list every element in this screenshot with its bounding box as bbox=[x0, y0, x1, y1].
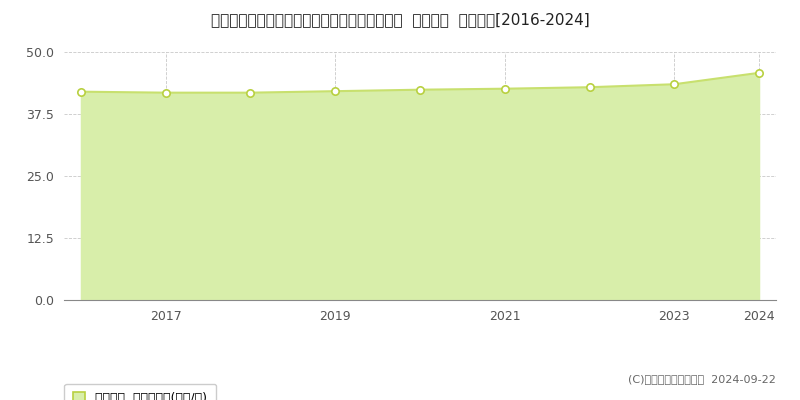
Text: (C)土地価格ドットコム  2024-09-22: (C)土地価格ドットコム 2024-09-22 bbox=[628, 374, 776, 384]
Point bbox=[498, 86, 511, 92]
Point bbox=[414, 86, 426, 93]
Point bbox=[74, 88, 87, 95]
Point bbox=[159, 90, 172, 96]
Legend: 公示地価  平均坪単価(万円/坪): 公示地価 平均坪単価(万円/坪) bbox=[64, 384, 216, 400]
Point bbox=[329, 88, 342, 94]
Point bbox=[753, 70, 766, 76]
Point bbox=[668, 81, 681, 88]
Point bbox=[244, 90, 257, 96]
Text: 千葉県松戸市小金きよしケ丘３丁目１６番１外  公示地価  地価推移[2016-2024]: 千葉県松戸市小金きよしケ丘３丁目１６番１外 公示地価 地価推移[2016-202… bbox=[210, 12, 590, 27]
Point bbox=[583, 84, 596, 90]
